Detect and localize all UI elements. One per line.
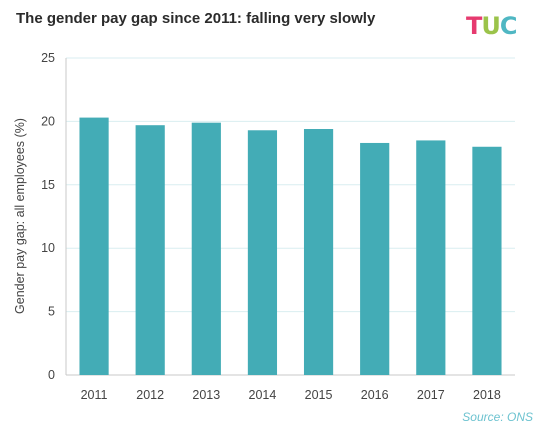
bar-2017: [416, 140, 446, 375]
logo-letter-u: U: [481, 12, 500, 40]
gridlines: [66, 57, 515, 376]
bars: [79, 117, 502, 375]
bar-2012: [135, 125, 165, 375]
x-tick-labels: 2011 2012 2013 2014 2015 2016 2017 2018: [81, 388, 501, 402]
y-tick-label: 25: [41, 51, 55, 65]
bar-2018: [472, 146, 502, 375]
logo-letter-c: C: [499, 12, 518, 40]
bar-2013: [191, 122, 221, 375]
y-tick-label: 10: [41, 241, 55, 255]
tuc-logo: TUC: [466, 12, 517, 40]
x-tick-label: 2018: [473, 388, 501, 402]
bar-2016: [360, 142, 390, 375]
y-tick-label: 5: [48, 305, 55, 319]
x-tick-label: 2015: [305, 388, 333, 402]
x-tick-label: 2017: [417, 388, 445, 402]
x-tick-label: 2011: [81, 388, 108, 402]
x-tick-label: 2013: [192, 388, 220, 402]
bar-2011: [79, 117, 109, 375]
bar-2015: [303, 129, 334, 375]
x-tick-label: 2014: [249, 388, 277, 402]
source-note: Source: ONS: [462, 410, 533, 424]
y-tick-labels: 0 5 10 15 20 25: [41, 51, 55, 382]
y-tick-label: 15: [41, 178, 55, 192]
x-tick-label: 2016: [361, 388, 389, 402]
y-tick-label: 20: [41, 114, 55, 128]
logo-letter-t: T: [466, 12, 482, 40]
y-tick-label: 0: [48, 368, 55, 382]
x-tick-label: 2012: [136, 388, 164, 402]
bar-2014: [247, 130, 278, 375]
y-axis-label: Gender pay gap: all employees (%): [13, 118, 27, 314]
chart-title: The gender pay gap since 2011: falling v…: [16, 10, 376, 27]
